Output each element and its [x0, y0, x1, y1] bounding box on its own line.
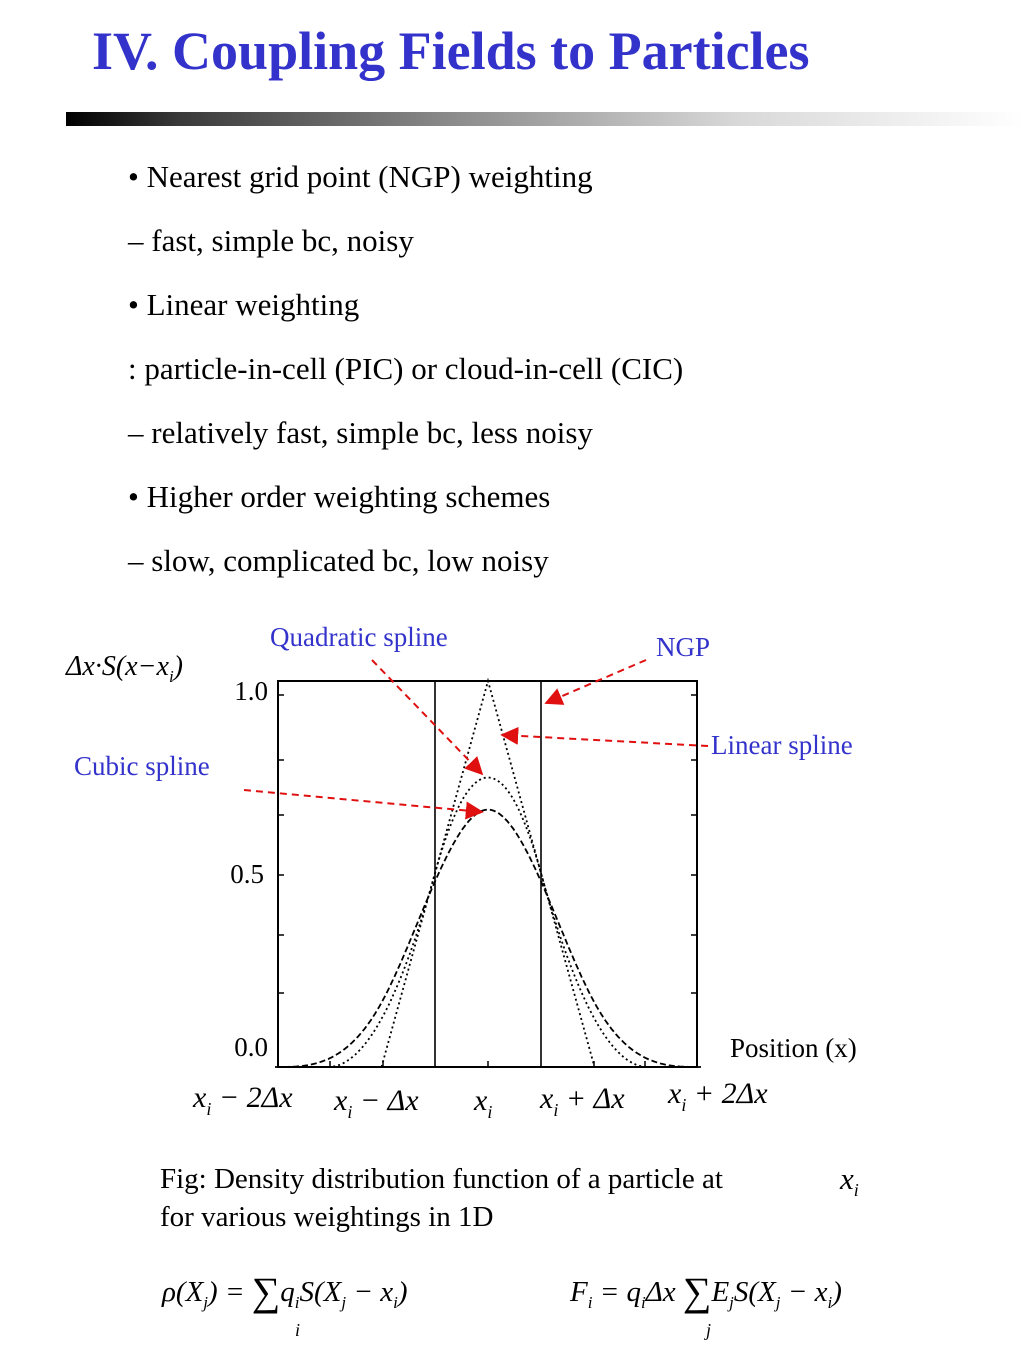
y-tick-1: 1.0: [234, 676, 268, 706]
tick-marks: [278, 694, 697, 1067]
bullet-linear-pic: : particle-in-cell (PIC) or cloud-in-cel…: [128, 351, 684, 386]
weighting-figure: Δx·S(x−xi) 1.0 0.5 0.0 Quadratic spline …: [65, 622, 857, 1122]
arrow-cubic: [243, 789, 484, 820]
bullet-ngp: • Nearest grid point (NGP) weighting: [128, 159, 593, 194]
bullet-higher-note: – slow, complicated bc, low noisy: [128, 543, 549, 578]
x-tick-center: xi: [473, 1084, 492, 1122]
plot-frame: [277, 680, 698, 1068]
F-sum-index: j: [706, 1320, 712, 1340]
label-quadratic: Quadratic spline: [270, 622, 448, 652]
figure: Δx·S(x−xi) 1.0 0.5 0.0 Quadratic spline …: [0, 600, 1024, 1140]
x-tick-minus1: xi − Δx: [333, 1084, 419, 1122]
figure-caption: Fig: Density distribution function of a …: [160, 1160, 859, 1236]
bullet-higher: • Higher order weighting schemes: [128, 479, 551, 514]
x-tick-minus2: xi − 2Δx: [192, 1081, 293, 1119]
x-tick-plus1: xi + Δx: [539, 1082, 625, 1120]
title-gradient-bar: [66, 112, 1024, 126]
arrow-linear: [500, 726, 709, 747]
caption-line-1: Fig: Density distribution function of a …: [160, 1163, 723, 1195]
y-tick-0: 0.0: [234, 1032, 268, 1062]
force-formula: Fi = qiΔx ∑EjS(Xj − xi): [570, 1269, 842, 1314]
slide-title: IV. Coupling Fields to Particles: [92, 21, 810, 81]
label-cubic: Cubic spline: [74, 751, 210, 781]
y-axis-label: Δx·S(x−xi): [65, 651, 183, 686]
bullet-list: • Nearest grid point (NGP) weighting – f…: [128, 154, 683, 602]
label-ngp: NGP: [656, 632, 710, 662]
curves: [275, 677, 701, 1068]
charge-density-formula: ρ(Xj) = ∑qiS(Xj − xi): [162, 1269, 408, 1314]
rho-sum-index: i: [295, 1320, 301, 1340]
bullet-linear-note: – relatively fast, simple bc, less noisy: [128, 415, 593, 450]
arrow-ngp: [544, 659, 647, 705]
x-tick-plus2: xi + 2Δx: [667, 1077, 768, 1115]
y-tick-05: 0.5: [230, 859, 264, 889]
arrow-quadratic: [371, 659, 484, 776]
cubic-spline-curve: [275, 808, 701, 1068]
bullet-linear: • Linear weighting: [128, 287, 360, 322]
label-linear: Linear spline: [711, 730, 853, 760]
caption-xi: xi: [840, 1161, 859, 1201]
x-axis-label: Position (x): [730, 1033, 857, 1063]
caption-line-2: for various weightings in 1D: [160, 1201, 494, 1233]
bullet-ngp-note: – fast, simple bc, noisy: [128, 223, 414, 258]
quadratic-spline-curve: [328, 776, 648, 1068]
linear-spline-curve: [380, 677, 596, 1068]
